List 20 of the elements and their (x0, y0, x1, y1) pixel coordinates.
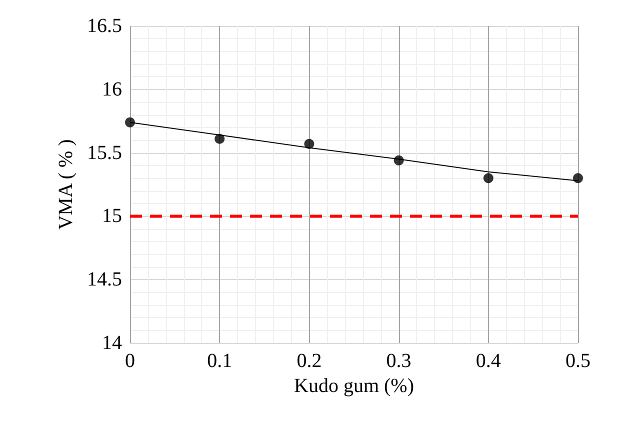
x-tick-label: 0.3 (386, 350, 412, 372)
y-axis-title: VMA ( % ) (55, 139, 78, 230)
x-tick-label: 0.1 (207, 350, 232, 372)
y-tick-label: 15 (102, 205, 122, 228)
y-tick-label: 16 (102, 78, 122, 100)
y-tick-label: 14 (102, 332, 122, 354)
point (483, 173, 494, 184)
y-tick-label: 14.5 (87, 268, 122, 291)
point (214, 134, 225, 144)
y-tick-label: 15.5 (87, 142, 122, 164)
point (573, 173, 583, 184)
point (304, 138, 314, 149)
x-tick-label: 0 (125, 350, 135, 372)
x-tick-label: 0.2 (296, 350, 322, 372)
point (125, 117, 135, 128)
x-tick-label: 0.4 (476, 350, 501, 372)
x-axis-title: Kudo gum (%) (294, 374, 414, 397)
x-tick-label: 0.5 (566, 350, 590, 372)
point (394, 155, 404, 166)
y-tick-label: 16.5 (87, 15, 122, 37)
